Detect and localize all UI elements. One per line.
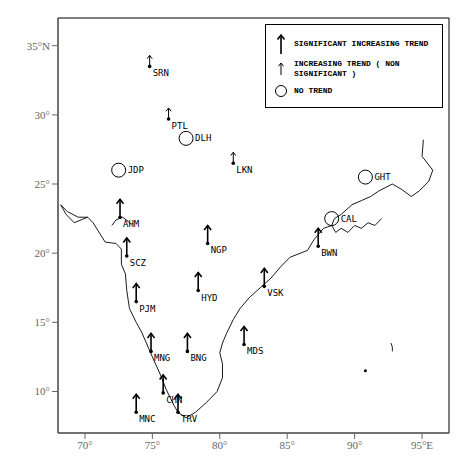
svg-text:75°: 75°: [145, 439, 160, 451]
svg-text:LKN: LKN: [236, 165, 252, 175]
svg-text:SCZ: SCZ: [130, 258, 147, 268]
svg-text:MDS: MDS: [247, 346, 263, 356]
svg-text:MNC: MNC: [139, 414, 155, 424]
svg-text:CHN: CHN: [166, 395, 182, 405]
svg-text:CAL: CAL: [341, 214, 357, 224]
svg-text:BNG: BNG: [190, 353, 206, 363]
svg-text:HYD: HYD: [201, 293, 217, 303]
svg-text:GHT: GHT: [374, 172, 391, 182]
svg-text:VSK: VSK: [267, 288, 284, 298]
svg-text:JDP: JDP: [128, 165, 145, 175]
svg-text:70°: 70°: [77, 439, 92, 451]
svg-text:MNG: MNG: [154, 353, 170, 363]
html-text:NO TREND: NO TREND: [294, 86, 333, 95]
svg-text:SRN: SRN: [153, 68, 169, 78]
svg-text:20°: 20°: [35, 247, 50, 259]
svg-text:10°: 10°: [35, 385, 50, 397]
svg-text:85°: 85°: [280, 439, 295, 451]
svg-text:NGP: NGP: [211, 245, 228, 255]
svg-text:AHM: AHM: [123, 219, 140, 229]
svg-text:15°: 15°: [35, 316, 50, 328]
html-text:SIGNIFICANT INCREASING TREND: SIGNIFICANT INCREASING TREND: [294, 39, 429, 48]
svg-text:PJM: PJM: [139, 304, 156, 314]
svg-text:80°: 80°: [212, 439, 227, 451]
svg-text:25°: 25°: [35, 178, 50, 190]
svg-text:TRV: TRV: [181, 414, 198, 424]
svg-text:DLH: DLH: [195, 133, 211, 143]
svg-text:PTL: PTL: [172, 121, 188, 131]
svg-text:30°: 30°: [35, 109, 50, 121]
svg-text:90°: 90°: [347, 439, 362, 451]
svg-text:35°N: 35°N: [27, 40, 50, 52]
svg-text:95°E: 95°E: [411, 439, 433, 451]
svg-text:BWN: BWN: [321, 248, 337, 258]
html-text:INCREASING TREND ( NON SIGNIFI: INCREASING TREND ( NON SIGNIFICANT ): [294, 59, 400, 78]
